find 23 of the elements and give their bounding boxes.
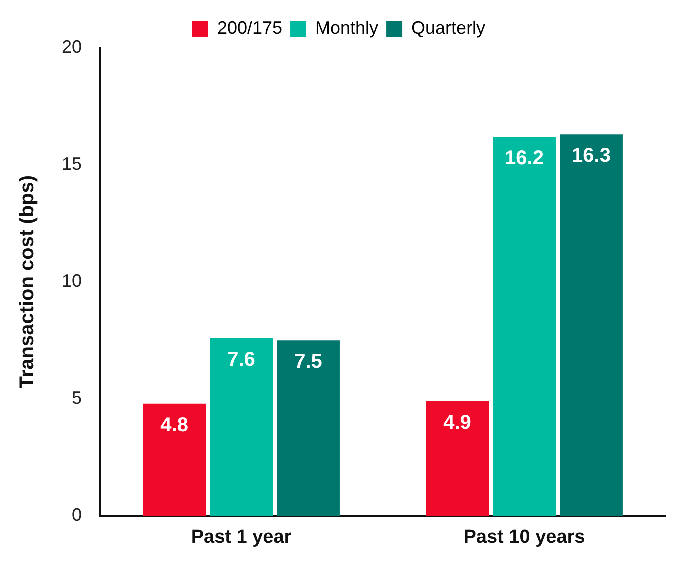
bar bbox=[143, 404, 206, 516]
data-label: 4.9 bbox=[444, 412, 472, 434]
data-label: 16.3 bbox=[572, 145, 611, 168]
data-label: 7.5 bbox=[294, 351, 322, 374]
legend-label: Quarterly bbox=[412, 18, 486, 38]
y-axis-title: Transaction cost (bps) bbox=[16, 175, 39, 389]
x-tick-label: Past 10 years bbox=[464, 526, 586, 548]
data-label: 7.6 bbox=[228, 348, 256, 371]
data-label: 4.8 bbox=[160, 414, 188, 436]
bar bbox=[210, 338, 273, 516]
legend-label: Monthly bbox=[316, 18, 379, 38]
y-tick-label: 20 bbox=[62, 36, 82, 57]
bar bbox=[277, 340, 340, 516]
y-tick-label: 10 bbox=[62, 271, 82, 292]
bar bbox=[560, 134, 623, 516]
legend-label: 200/175 bbox=[217, 18, 283, 38]
y-tick-label: 15 bbox=[62, 154, 82, 174]
y-tick-label: 5 bbox=[72, 388, 82, 408]
x-tick-label: Past 1 year bbox=[191, 526, 292, 548]
bar bbox=[426, 401, 490, 516]
bar bbox=[493, 136, 556, 516]
y-tick-label: 0 bbox=[72, 505, 82, 526]
data-label: 16.2 bbox=[505, 147, 544, 170]
